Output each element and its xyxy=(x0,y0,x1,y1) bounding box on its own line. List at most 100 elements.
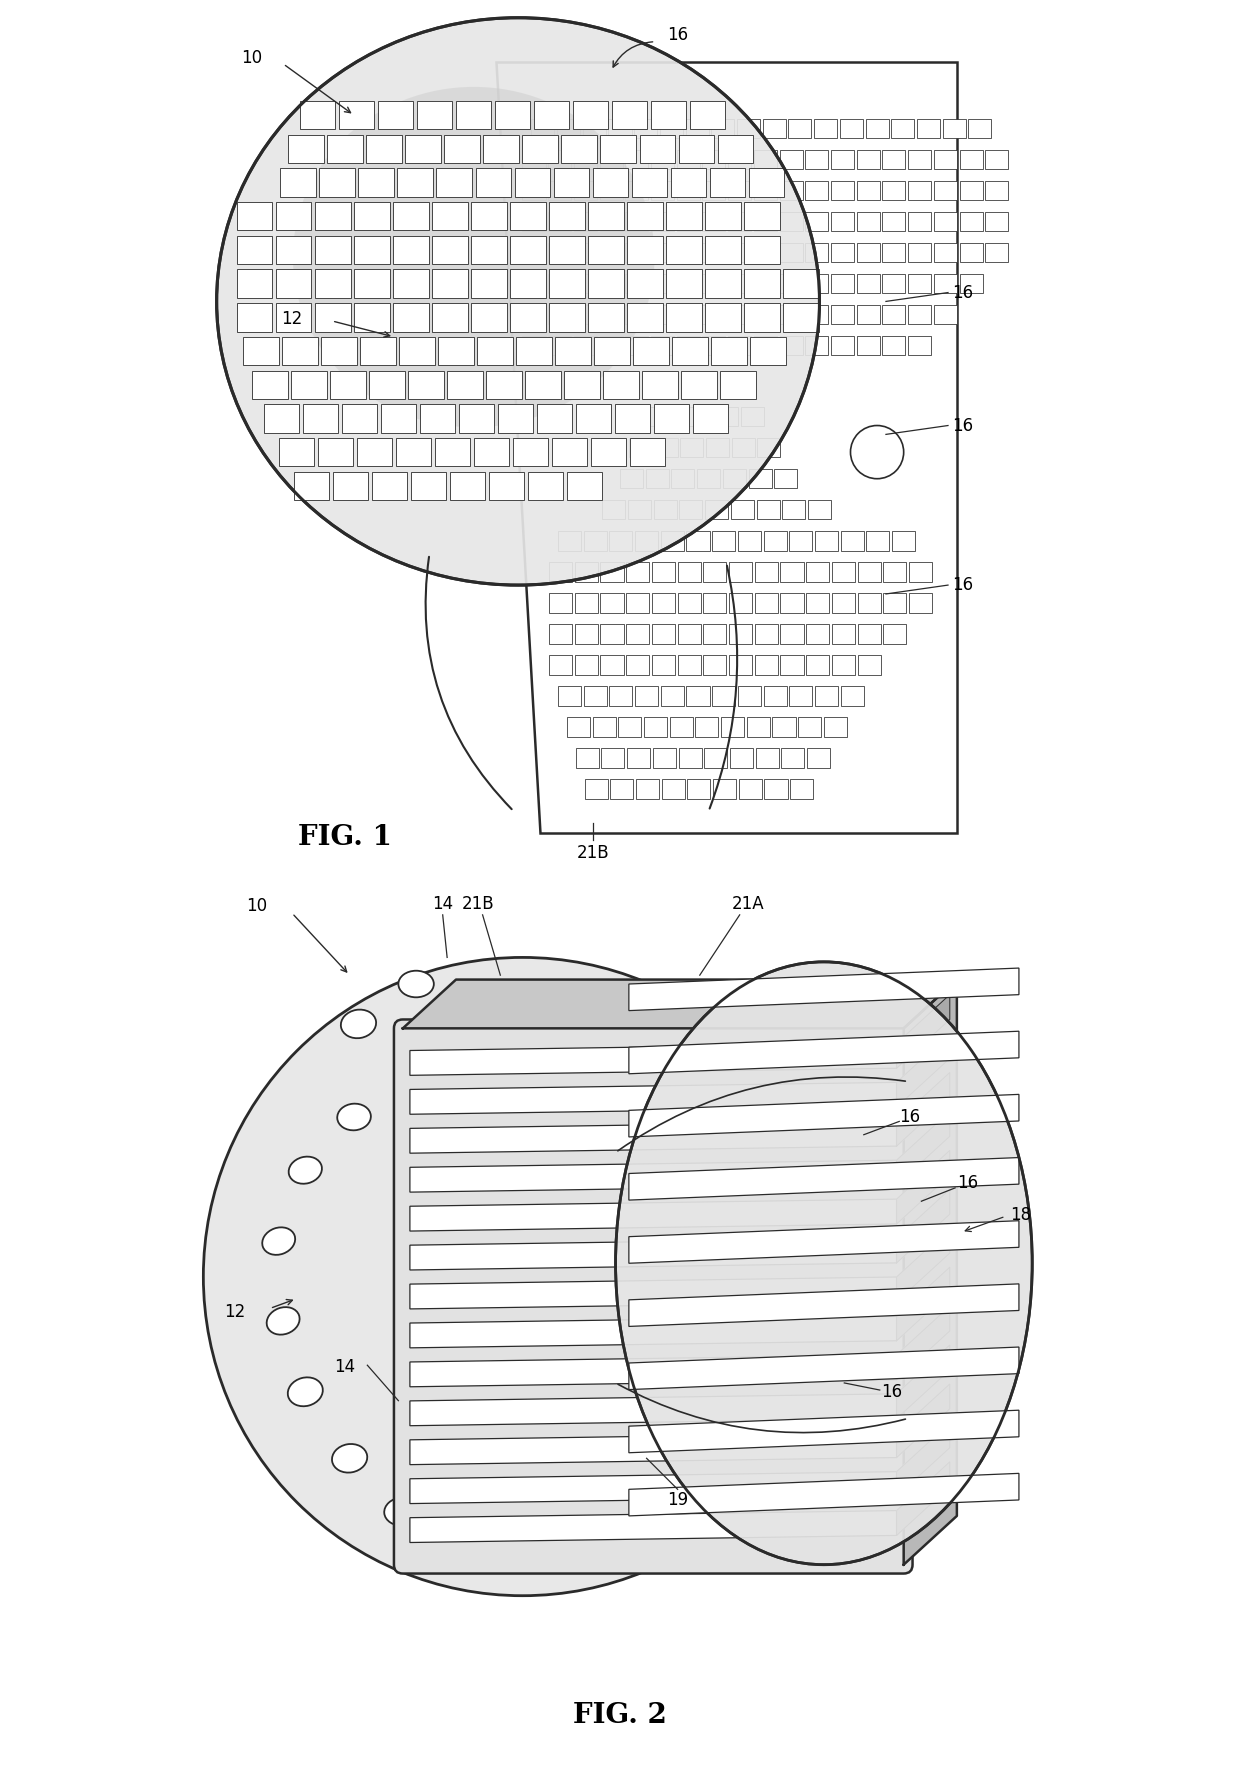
Bar xyxy=(666,202,702,230)
Bar xyxy=(575,656,598,674)
Bar xyxy=(548,305,572,324)
Text: 12: 12 xyxy=(223,1303,246,1321)
Bar xyxy=(548,243,572,262)
Bar xyxy=(702,243,725,262)
Bar xyxy=(615,404,650,433)
Text: 14: 14 xyxy=(335,1358,356,1376)
Bar xyxy=(417,101,453,129)
Bar xyxy=(548,337,572,355)
Bar xyxy=(279,438,314,466)
Bar xyxy=(630,438,665,466)
Bar xyxy=(640,135,675,163)
Bar xyxy=(831,337,854,355)
Polygon shape xyxy=(410,1433,897,1464)
Bar xyxy=(315,202,351,230)
Ellipse shape xyxy=(288,1378,322,1406)
Bar xyxy=(419,404,455,433)
Bar xyxy=(549,236,584,264)
Bar xyxy=(436,168,472,197)
Ellipse shape xyxy=(293,87,655,427)
Bar xyxy=(280,168,316,197)
Bar xyxy=(651,181,675,200)
Bar xyxy=(237,236,273,264)
Bar xyxy=(584,778,608,798)
Bar xyxy=(687,778,711,798)
Bar xyxy=(283,337,317,365)
Bar xyxy=(706,303,740,332)
Bar xyxy=(627,748,650,768)
Bar xyxy=(706,269,740,298)
Bar xyxy=(534,101,569,129)
Bar xyxy=(807,748,830,768)
Bar xyxy=(600,337,622,355)
Bar xyxy=(806,592,830,612)
Ellipse shape xyxy=(398,970,434,996)
Bar xyxy=(627,303,662,332)
Bar xyxy=(790,532,812,550)
Bar xyxy=(626,562,650,582)
Bar xyxy=(730,500,754,519)
Polygon shape xyxy=(629,1410,1019,1452)
Bar xyxy=(625,337,649,355)
Polygon shape xyxy=(629,1347,1019,1390)
Polygon shape xyxy=(403,979,957,1028)
Bar xyxy=(908,305,931,324)
Bar xyxy=(744,202,780,230)
Bar xyxy=(574,273,596,293)
Bar xyxy=(806,624,830,644)
Bar xyxy=(549,562,572,582)
Bar xyxy=(986,211,1008,230)
Bar xyxy=(737,119,760,138)
Bar xyxy=(678,135,714,163)
Bar xyxy=(839,119,863,138)
Bar xyxy=(755,592,777,612)
Bar xyxy=(355,269,389,298)
Bar xyxy=(712,532,735,550)
Polygon shape xyxy=(897,1346,950,1418)
Polygon shape xyxy=(897,1073,950,1145)
Bar xyxy=(750,337,786,365)
Polygon shape xyxy=(410,1316,897,1347)
Polygon shape xyxy=(897,1268,950,1340)
Bar xyxy=(652,592,675,612)
Bar xyxy=(405,135,441,163)
Bar xyxy=(651,337,675,355)
Bar xyxy=(780,656,804,674)
Bar xyxy=(858,592,880,612)
Bar xyxy=(677,562,701,582)
Bar xyxy=(720,371,755,399)
Bar xyxy=(789,119,811,138)
Bar xyxy=(644,718,667,738)
Bar xyxy=(780,305,802,324)
Bar xyxy=(908,243,931,262)
Bar xyxy=(300,101,336,129)
Bar xyxy=(609,119,631,138)
Polygon shape xyxy=(410,1472,897,1504)
Bar xyxy=(574,337,596,355)
Bar xyxy=(754,337,777,355)
Polygon shape xyxy=(897,995,950,1067)
Bar xyxy=(600,149,622,168)
Text: 19: 19 xyxy=(667,1491,688,1509)
Bar xyxy=(516,337,552,365)
Polygon shape xyxy=(410,1355,897,1386)
Text: FIG. 1: FIG. 1 xyxy=(299,824,392,851)
Bar xyxy=(703,562,727,582)
Bar xyxy=(883,592,906,612)
Polygon shape xyxy=(410,1511,897,1543)
Bar xyxy=(495,101,531,129)
Bar xyxy=(718,135,753,163)
Bar xyxy=(722,718,744,738)
Bar xyxy=(697,468,720,488)
Bar xyxy=(706,236,740,264)
Bar xyxy=(805,181,828,200)
Bar xyxy=(883,337,905,355)
Bar xyxy=(289,135,324,163)
Bar xyxy=(575,748,599,768)
Bar xyxy=(681,438,703,457)
Bar xyxy=(815,532,838,550)
Bar xyxy=(831,243,854,262)
Bar xyxy=(522,211,546,230)
Text: 16: 16 xyxy=(952,417,973,434)
Bar xyxy=(831,211,854,230)
